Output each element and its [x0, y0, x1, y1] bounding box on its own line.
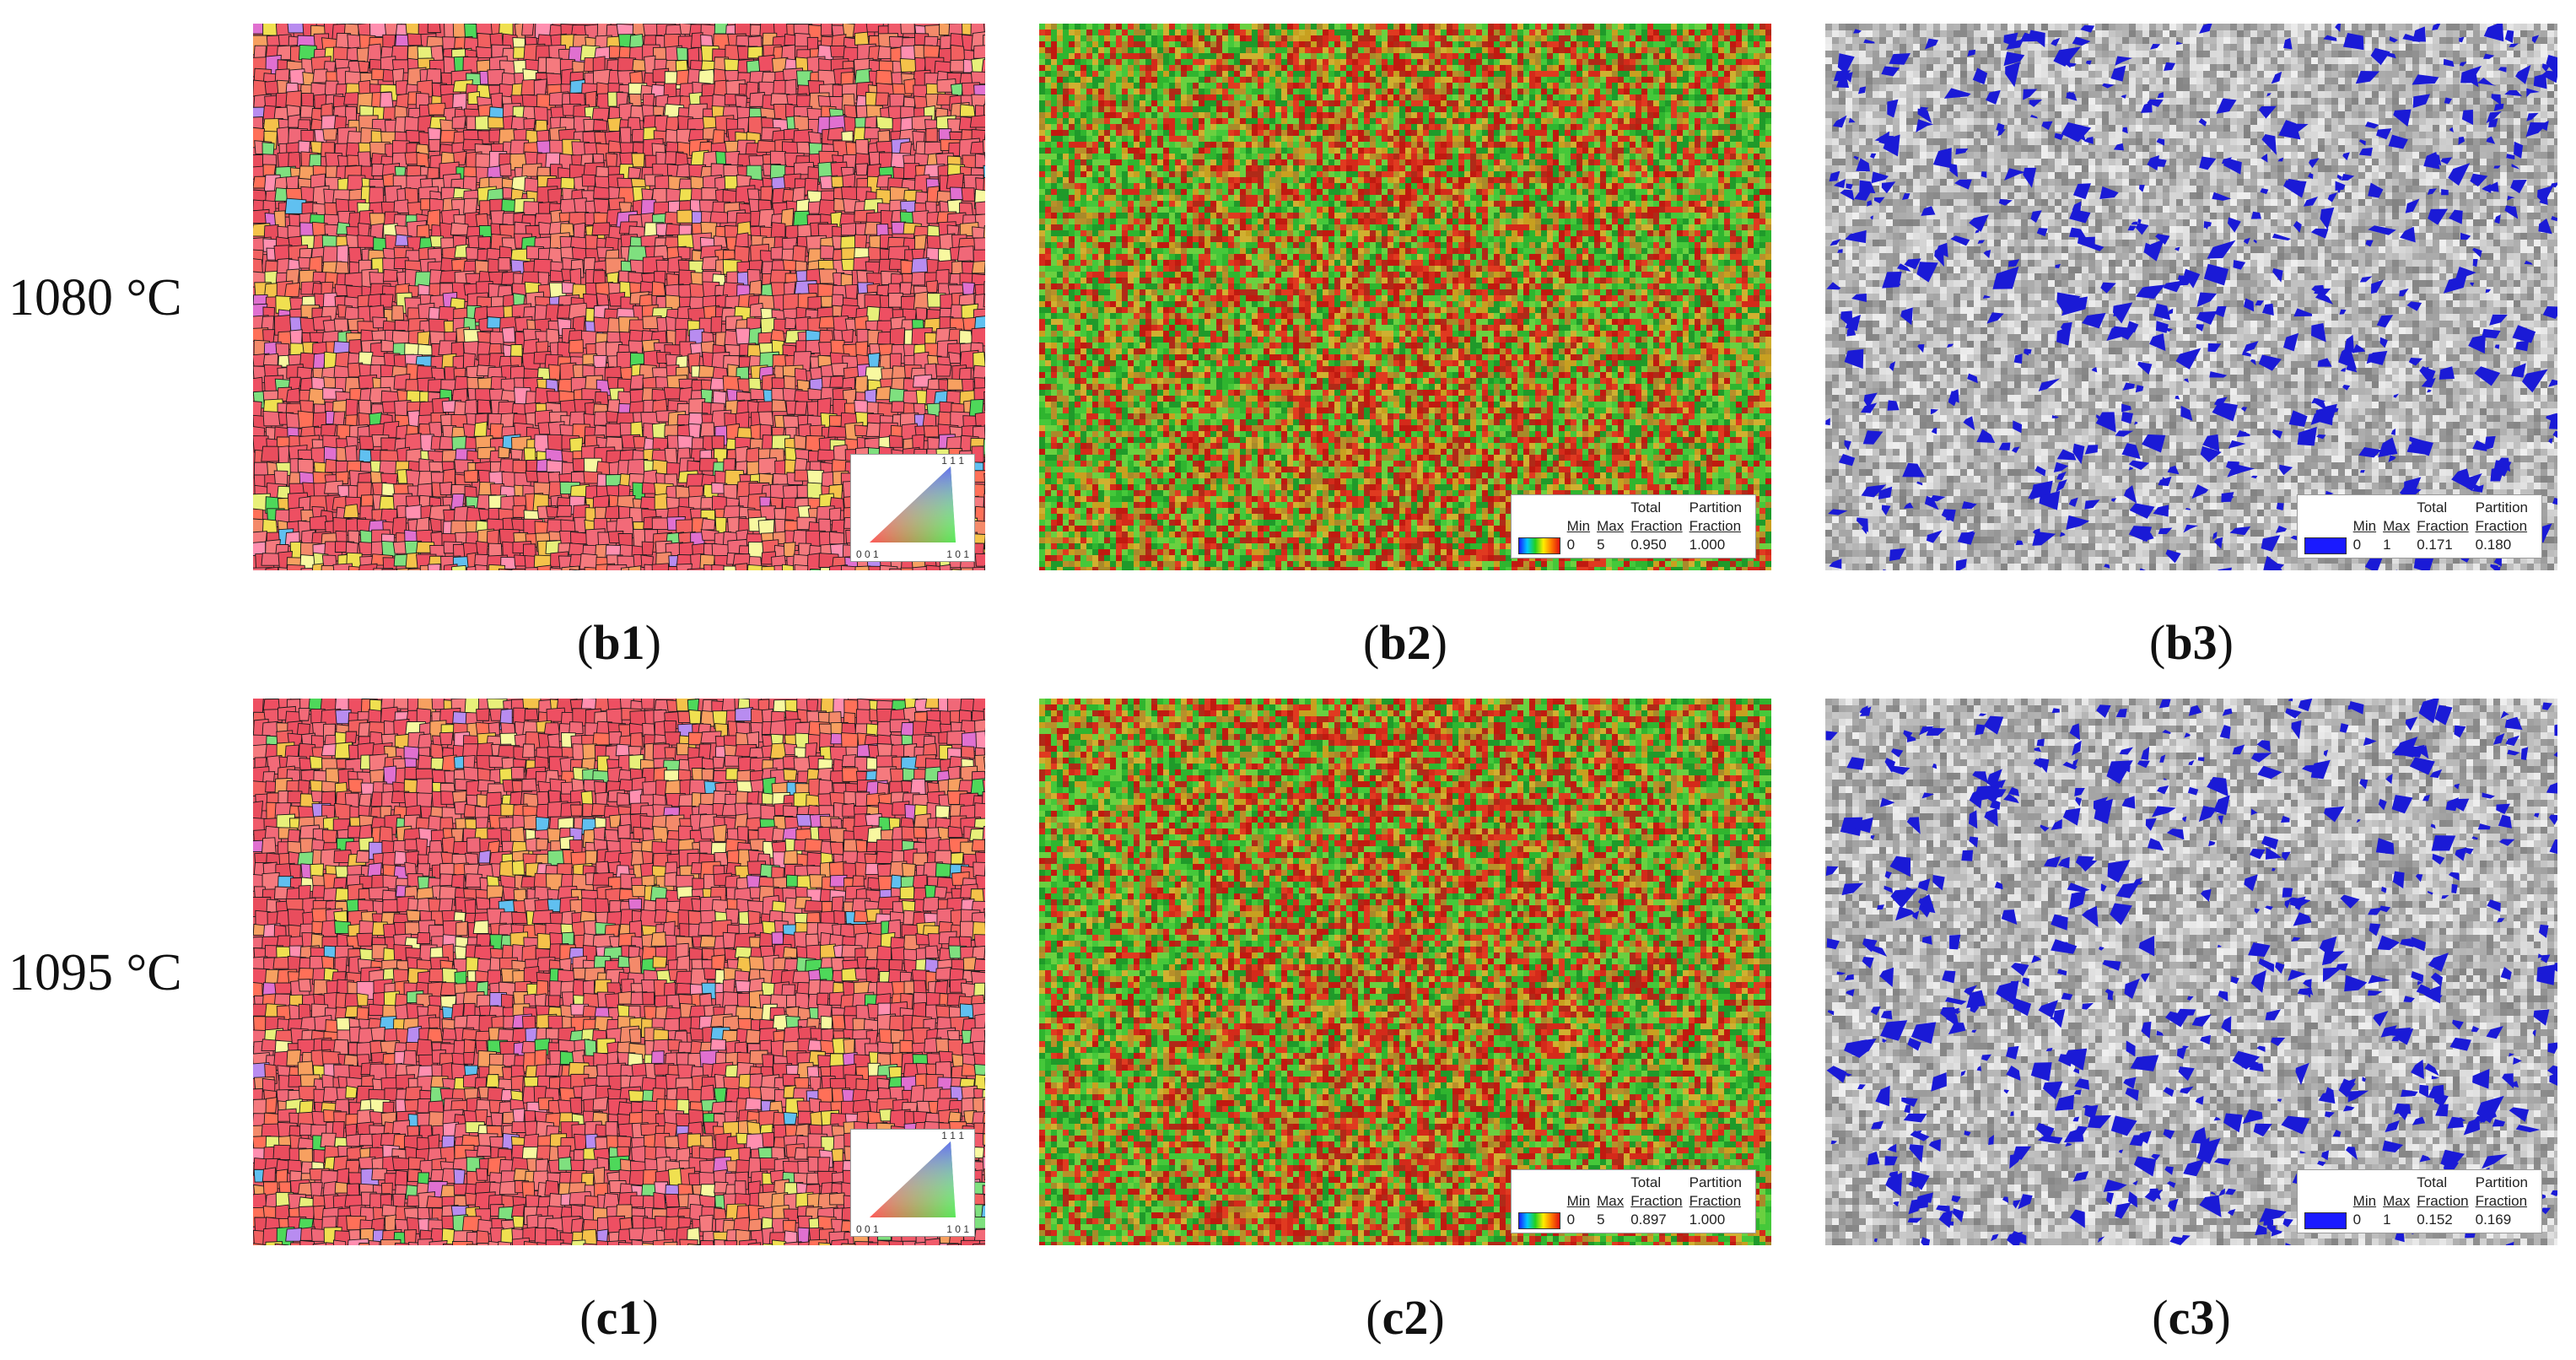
ipf-key-label-101: 1 0 1	[946, 1223, 969, 1235]
caption-c3: (c3)	[1825, 1289, 2557, 1346]
blue-swatch	[2304, 537, 2347, 554]
blue-swatch	[2304, 1212, 2347, 1229]
ipf-key-label-001: 0 0 1	[856, 548, 879, 560]
ipf-key-label-111: 1 1 1	[941, 1130, 964, 1141]
row-label-1095: 1095 °C	[8, 943, 182, 1003]
ipf-color-key: 1 1 1 0 0 1 1 0 1	[850, 1129, 975, 1237]
ipf-color-key: 1 1 1 0 0 1 1 0 1	[850, 454, 975, 562]
caption-c1: (c1)	[253, 1289, 985, 1346]
ipf-triangle-icon	[870, 467, 956, 542]
ipf-map-b1: 1 1 1 0 0 1 1 0 1	[253, 24, 985, 570]
caption-c2: (c2)	[1039, 1289, 1771, 1346]
row-label-1080: 1080 °C	[8, 268, 182, 328]
caption-b1: (b1)	[253, 614, 985, 671]
ipf-key-label-111: 1 1 1	[941, 455, 964, 467]
ipf-map-c1: 1 1 1 0 0 1 1 0 1	[253, 699, 985, 1245]
rainbow-swatch	[1517, 1212, 1560, 1229]
rainbow-swatch	[1517, 537, 1560, 554]
caption-b3: (b3)	[1825, 614, 2557, 671]
ipf-key-label-001: 0 0 1	[856, 1223, 879, 1235]
caption-b2: (b2)	[1039, 614, 1771, 671]
ipf-key-label-101: 1 0 1	[946, 548, 969, 560]
ipf-triangle-icon	[870, 1141, 956, 1217]
